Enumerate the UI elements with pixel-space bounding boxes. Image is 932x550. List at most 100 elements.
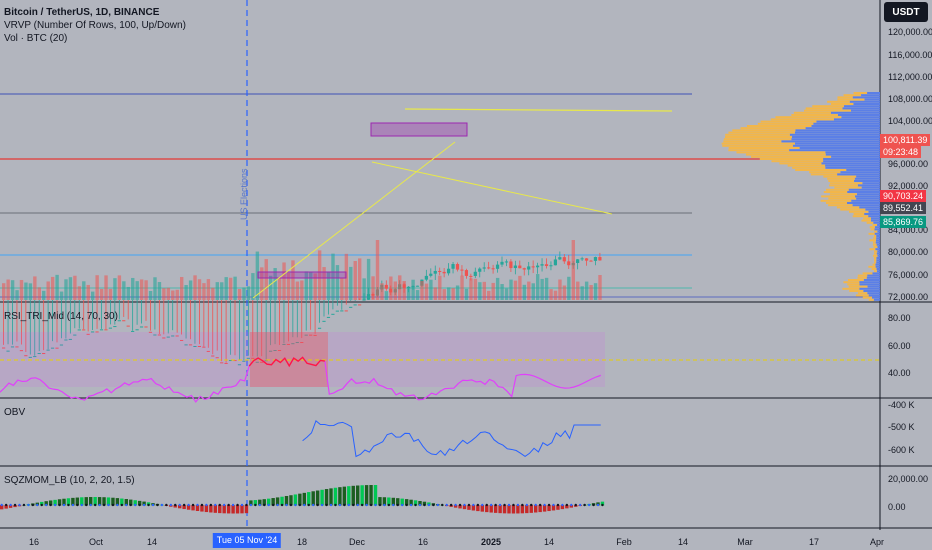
volume-bar — [104, 275, 107, 300]
candle-body — [136, 329, 139, 330]
sqz-dot — [419, 504, 421, 506]
candle-body — [465, 270, 468, 276]
candle-body — [434, 271, 437, 274]
sqz-dot — [54, 504, 56, 506]
candle-body — [532, 266, 535, 267]
vrvp-bar-down — [844, 94, 861, 96]
volume-bar — [64, 279, 67, 300]
volume-bar — [438, 276, 441, 300]
vrvp-bar-down — [788, 165, 825, 167]
sqzmom-pane-label[interactable]: SQZMOM_LB (10, 2, 20, 1.5) — [4, 474, 135, 487]
vrvp-bar-down — [728, 149, 789, 151]
vrvp-bar-down — [760, 158, 823, 160]
vrvp-bar-down — [806, 107, 843, 109]
volume-bar — [47, 281, 50, 300]
candle-body — [483, 267, 486, 268]
rsi-tick: 60.00 — [888, 341, 911, 351]
sqz-bar — [503, 505, 506, 513]
vrvp-bar-down — [795, 169, 846, 171]
vrvp-bar-down — [771, 160, 823, 162]
candle-body — [585, 258, 588, 260]
volume-bar — [465, 289, 468, 300]
volume-bar — [2, 283, 5, 300]
volume-bar — [158, 282, 161, 300]
sqz-dot — [481, 504, 483, 506]
candle-body — [460, 270, 463, 271]
sqz-dot — [499, 504, 501, 506]
vrvp-bar-down — [871, 228, 875, 230]
vrvp-bar-up — [871, 220, 880, 222]
vrvp-bar-up — [792, 136, 880, 138]
candle-body — [594, 257, 597, 261]
sqz-dot — [588, 504, 590, 506]
vrvp-bar-up — [877, 255, 880, 257]
sqz-dot — [508, 504, 510, 506]
currency-button[interactable]: USDT — [884, 2, 928, 22]
obv-pane-label[interactable]: OBV — [4, 406, 25, 419]
sqz-bar — [352, 486, 355, 506]
volume-bar — [492, 283, 495, 300]
sqz-dot — [36, 504, 38, 506]
volume-bar — [233, 277, 236, 300]
volume-bar — [282, 262, 285, 300]
candle-body — [104, 329, 107, 330]
sqz-dot — [232, 504, 234, 506]
vrvp-bar-down — [873, 224, 878, 226]
sqz-dot — [535, 504, 537, 506]
volume-bar — [91, 292, 94, 300]
sqz-dot — [294, 504, 296, 506]
sqz-dot — [196, 504, 198, 506]
vrvp-bar-down — [874, 259, 876, 261]
vrvp-bar-down — [829, 184, 858, 186]
sqz-dot — [23, 504, 25, 506]
vrvp-bar-up — [877, 268, 880, 270]
vrvp-bar-up — [806, 127, 880, 129]
sqz-dot — [179, 504, 181, 506]
volume-indicator-label[interactable]: Vol · BTC (20) — [4, 32, 186, 45]
vrvp-bar-up — [840, 171, 880, 173]
sqz-dot — [601, 504, 603, 506]
vrvp-bar-up — [855, 195, 880, 197]
vrvp-bar-down — [830, 193, 857, 195]
sqz-dot — [58, 504, 60, 506]
price-axis-tick: 96,000.00 — [888, 159, 928, 169]
sqz-dot — [339, 504, 341, 506]
candle-body — [469, 276, 472, 277]
volume-bar — [581, 286, 584, 300]
vrvp-bar-up — [811, 125, 880, 127]
sqz-dot — [388, 504, 390, 506]
volume-bar — [576, 282, 579, 300]
vrvp-bar-up — [850, 101, 880, 103]
sqz-dot — [107, 504, 109, 506]
sqz-dot — [370, 504, 372, 506]
sqz-dot — [548, 504, 550, 506]
sqz-dot — [472, 504, 474, 506]
volume-bar — [451, 288, 454, 300]
sqz-dot — [423, 504, 425, 506]
volume-bar — [585, 282, 588, 300]
vrvp-bar-down — [804, 110, 851, 112]
vrvp-bar-up — [823, 158, 880, 160]
vrvp-indicator-label[interactable]: VRVP (Number Of Rows, 100, Up/Down) — [4, 19, 186, 32]
volume-bar — [460, 276, 463, 300]
vrvp-bar-up — [841, 116, 880, 118]
sqz-dot — [361, 504, 363, 506]
sqz-dot — [494, 504, 496, 506]
symbol-title[interactable]: Bitcoin / TetherUS, 1D, BINANCE — [4, 6, 186, 19]
volume-bar — [95, 275, 98, 300]
volume-bar — [193, 275, 196, 300]
vrvp-bar-up — [862, 187, 880, 189]
sqz-dot — [72, 504, 74, 506]
time-axis-tick: 14 — [544, 537, 554, 547]
vrvp-bar-down — [843, 281, 859, 283]
sqz-bar — [312, 491, 315, 505]
volume-bar — [434, 287, 437, 300]
sqz-tick: 20,000.00 — [888, 474, 928, 484]
vrvp-bar-up — [861, 94, 880, 96]
sqz-dot — [437, 504, 439, 506]
rsi-pane-label[interactable]: RSI_TRI_Mid (14, 70, 30) — [4, 310, 118, 323]
vrvp-bar-up — [844, 105, 880, 107]
candle-body — [523, 268, 526, 269]
